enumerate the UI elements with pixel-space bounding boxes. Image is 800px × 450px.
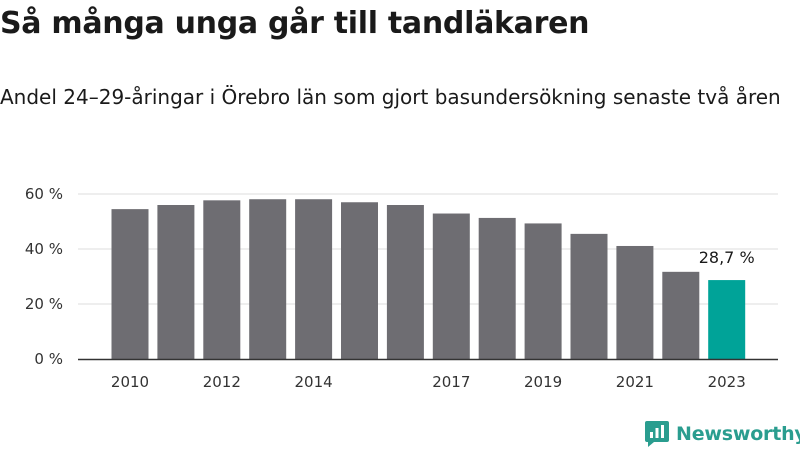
bar-2019 [524,223,562,359]
bar-2010 [111,209,149,359]
x-tick-label: 2023 [708,373,746,391]
x-tick-label: 2021 [616,373,654,391]
x-tick-label: 2012 [203,373,241,391]
bars [111,199,746,359]
x-tick-label: 2010 [111,373,149,391]
y-tick-label: 60 % [25,185,63,203]
bar-chart: 0 % 20 % 40 % 60 % 2010 2012 2014 2017 2019 2021… [25,185,778,391]
newsworthy-logo: Newsworthy [644,419,800,449]
y-tick-label: 20 % [25,295,63,313]
brand-name: Newsworthy [676,423,800,445]
gridlines [78,193,778,305]
x-tick-label: 2019 [524,373,562,391]
newsworthy-logo-icon [645,421,669,447]
bar-2015 [341,202,378,359]
x-axis-tick-labels: 2010 2012 2014 2017 2019 2021 2023 [111,373,746,391]
bar-2017 [432,213,470,359]
bar-2023 [708,280,746,359]
bar-2013 [249,199,287,359]
chart-subtitle: Andel 24–29-åringar i Örebro län som gjo… [0,85,781,109]
chart-title: Så många unga går till tandläkaren [0,6,590,41]
bar-2012 [203,200,241,359]
y-tick-label: 40 % [25,240,63,258]
bar-2018 [478,217,516,359]
bar-2022 [662,271,700,359]
bar-2014 [295,199,333,359]
bar-2021 [616,245,654,359]
y-tick-label: 0 % [34,350,63,368]
annotations: 28,7 % [699,248,755,267]
y-axis-tick-labels: 0 % 20 % 40 % 60 % [25,185,63,368]
x-tick-label: 2014 [295,373,333,391]
x-tick-label: 2017 [432,373,470,391]
bar-2020 [570,233,608,359]
bar-2011 [157,205,195,359]
data-label: 28,7 % [699,248,755,267]
bar-2016 [386,205,424,359]
